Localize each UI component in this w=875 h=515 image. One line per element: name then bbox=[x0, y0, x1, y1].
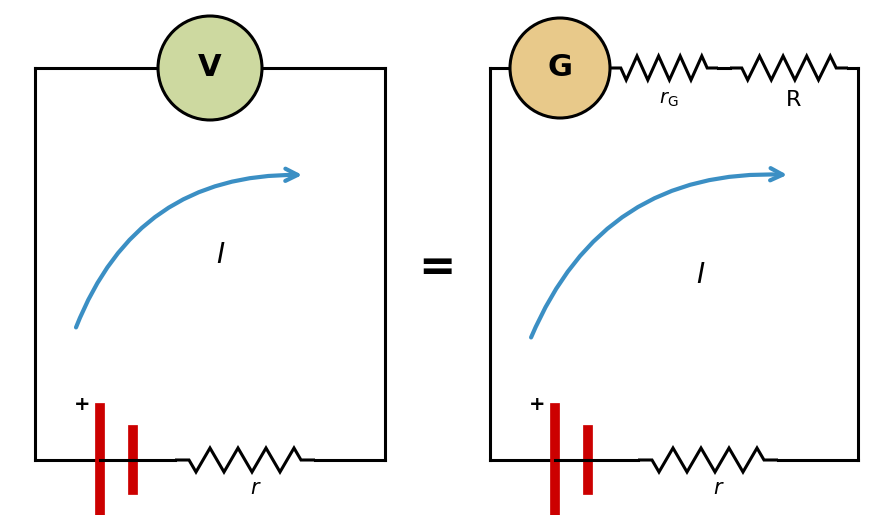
Text: =: = bbox=[418, 247, 456, 289]
Text: +: + bbox=[528, 396, 545, 415]
Text: I: I bbox=[216, 241, 224, 269]
Text: r: r bbox=[714, 478, 723, 498]
Text: I: I bbox=[696, 261, 704, 289]
Circle shape bbox=[510, 18, 610, 118]
Text: G: G bbox=[548, 54, 572, 82]
Text: V: V bbox=[198, 54, 222, 82]
Text: $r_\mathrm{G}$: $r_\mathrm{G}$ bbox=[659, 91, 679, 110]
Text: +: + bbox=[74, 396, 90, 415]
Text: r: r bbox=[251, 478, 259, 498]
Circle shape bbox=[158, 16, 262, 120]
Text: R: R bbox=[787, 90, 802, 110]
